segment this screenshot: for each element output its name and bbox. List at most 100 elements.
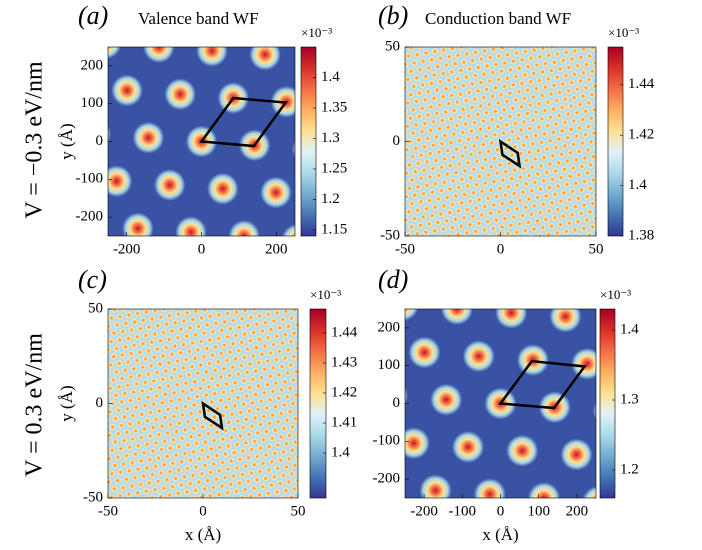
heatmap-peak	[279, 315, 287, 324]
heatmap-peak	[118, 374, 126, 383]
heatmap-peak	[225, 395, 233, 403]
heatmap-peak	[575, 147, 583, 155]
y-tick-label: 100	[378, 357, 401, 373]
heatmap-peak	[464, 159, 472, 167]
heatmap-peak	[405, 231, 413, 236]
heatmap-peak	[533, 61, 541, 69]
heatmap-peak	[415, 136, 423, 144]
heatmap-peak	[267, 481, 276, 489]
heatmap-peak	[260, 176, 292, 209]
heatmap-peak	[204, 453, 212, 461]
heatmap-peak	[443, 170, 452, 178]
colorbar-scale: ×10⁻³	[608, 25, 639, 40]
heatmap-peak	[129, 309, 135, 311]
heatmap-peak	[486, 77, 494, 85]
heatmap-peak	[212, 475, 220, 483]
heatmap-peak	[566, 172, 574, 180]
heatmap-peak	[465, 65, 474, 73]
heatmap-peak	[553, 97, 561, 105]
heatmap-peak	[490, 177, 498, 186]
heatmap-peak	[137, 457, 145, 465]
heatmap-peak	[135, 418, 143, 426]
heatmap-peak	[132, 497, 137, 498]
x-tick-label: -50	[395, 241, 415, 257]
heatmap-peak	[165, 491, 174, 498]
heatmap-peak	[135, 395, 143, 403]
heatmap-peak	[115, 359, 124, 368]
heatmap-peak	[270, 473, 279, 481]
heatmap-peak	[592, 168, 596, 176]
heatmap-peak	[227, 480, 235, 488]
heatmap-peak	[108, 440, 111, 447]
heatmap-peak	[465, 88, 473, 96]
heatmap-peak	[199, 376, 207, 384]
heatmap-peak	[186, 456, 195, 464]
heatmap-peak	[195, 455, 203, 463]
heatmap-peak	[497, 114, 505, 122]
heatmap-peak	[561, 95, 570, 103]
heatmap-peak	[182, 356, 190, 364]
heatmap-peak	[108, 446, 116, 454]
heatmap-peak	[295, 360, 298, 367]
heatmap-peak	[146, 432, 154, 440]
heatmap-peak	[405, 131, 408, 139]
heatmap-peak	[589, 176, 596, 184]
heatmap-peak	[234, 393, 242, 402]
heatmap-peak	[529, 116, 537, 124]
heatmap-peak	[562, 204, 571, 212]
heatmap-peak	[527, 210, 536, 218]
heatmap-peak	[449, 177, 457, 185]
heatmap-peak	[594, 230, 596, 236]
heatmap-peak	[108, 380, 109, 383]
heatmap-peak	[433, 86, 441, 94]
heatmap-peak	[275, 347, 283, 355]
heatmap-peak	[478, 187, 486, 195]
heatmap-peak	[582, 84, 590, 92]
heatmap-peak	[108, 493, 116, 498]
heatmap-peak	[206, 312, 214, 321]
heatmap-peak	[153, 368, 161, 377]
heatmap-peak	[454, 75, 462, 83]
heatmap-peak	[189, 315, 197, 324]
heatmap-peak	[582, 107, 590, 115]
heatmap-peak	[125, 311, 133, 319]
heatmap-peak	[437, 233, 444, 236]
heatmap-peak	[260, 412, 268, 420]
heatmap-peak	[200, 353, 208, 361]
heatmap-peak	[593, 98, 596, 105]
heatmap-peak	[134, 442, 143, 450]
heatmap-peak	[278, 339, 287, 347]
heatmap-peak	[110, 485, 119, 493]
heatmap-peak	[233, 417, 242, 425]
y-tick-label: 100	[81, 95, 104, 111]
heatmap-peak	[189, 448, 198, 456]
heatmap-peak	[281, 354, 289, 362]
heatmap-peak	[488, 139, 496, 147]
heatmap-peak	[485, 124, 493, 132]
heatmap-peak	[201, 461, 209, 470]
heatmap-peak	[287, 314, 296, 322]
heatmap-peak	[112, 368, 120, 376]
heatmap-peak	[175, 466, 183, 474]
heatmap-peak	[454, 207, 463, 215]
heatmap-peak	[587, 114, 596, 122]
heatmap-peak	[171, 319, 179, 327]
heatmap-peak	[248, 399, 257, 407]
heatmap-peak	[143, 464, 151, 472]
heatmap-peak	[230, 449, 238, 457]
heatmap-peak	[197, 337, 205, 346]
heatmap-peak	[283, 416, 291, 424]
heatmap-peak	[241, 486, 249, 494]
heatmap-peak	[108, 384, 114, 392]
heatmap-peak	[278, 386, 286, 394]
heatmap-peak	[436, 78, 444, 86]
panel-label: (a)	[78, 1, 108, 30]
heatmap-peak	[512, 228, 521, 236]
heatmap-peak	[116, 468, 125, 476]
heatmap-peak	[527, 54, 535, 62]
heatmap-peak	[449, 153, 458, 161]
heatmap-peak	[566, 149, 575, 157]
heatmap-peak	[496, 184, 504, 192]
heatmap-peak	[290, 485, 298, 493]
heatmap-peak	[166, 444, 174, 452]
